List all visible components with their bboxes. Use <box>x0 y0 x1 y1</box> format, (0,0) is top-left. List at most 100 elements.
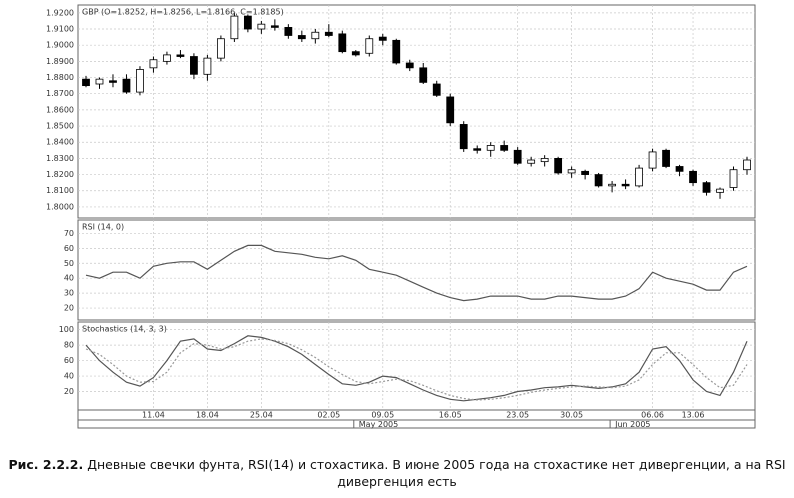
candle-body <box>689 170 697 184</box>
y-tick-label: 60 <box>64 244 74 253</box>
candle-body <box>702 182 711 193</box>
y-tick-label: 1.9200 <box>46 8 74 17</box>
x-tick-label: 09.05 <box>371 411 394 420</box>
candle-body <box>500 145 509 151</box>
candle-body <box>284 27 293 36</box>
candle-body <box>729 169 738 188</box>
candle-body <box>338 33 347 53</box>
y-tick-label: 50 <box>64 259 74 268</box>
candle-body <box>419 67 428 83</box>
panel-frame <box>77 321 756 411</box>
chart: 1.8000 1.8100 1.8200 1.8300 1.8400 1.8500 1.86… <box>46 4 756 429</box>
x-tick-label: 25.04 <box>250 411 273 420</box>
candle-body <box>473 148 482 151</box>
y-tick-label: 1.8800 <box>46 73 74 82</box>
caption: Рис. 2.2.2. Дневные свечки фунта, RSI(14… <box>0 456 794 490</box>
candle-body <box>149 59 158 69</box>
x-tick-label: 06.06 <box>641 411 664 420</box>
candle-body <box>554 157 563 174</box>
candle-body <box>351 51 360 56</box>
candle-body <box>190 56 198 75</box>
x-tick-label: 13.06 <box>682 411 705 420</box>
y-tick-label: 1.8100 <box>46 186 74 195</box>
candle-body <box>446 96 455 124</box>
x-tick-label: 16.05 <box>439 411 462 420</box>
y-tick-label: 60 <box>64 356 74 365</box>
y-tick-label: 1.8200 <box>46 170 74 179</box>
candle-body <box>230 15 239 40</box>
x-tick-label: 30.05 <box>560 411 583 420</box>
month-label: Jun 2005 <box>614 420 650 429</box>
panel-frame <box>77 4 756 219</box>
indicator-line <box>85 244 748 302</box>
candle-body <box>743 159 751 171</box>
indicator-line <box>85 335 748 402</box>
y-tick-label: 20 <box>64 304 74 313</box>
candle-body <box>648 151 657 169</box>
candle-body <box>635 167 643 187</box>
y-tick-label: 1.8600 <box>46 105 74 114</box>
candle-body <box>608 183 617 187</box>
x-tick-label: 11.04 <box>142 411 165 420</box>
caption-line: дивергенция есть <box>337 474 457 489</box>
y-tick-label: 40 <box>64 372 74 381</box>
candle-body <box>95 78 104 85</box>
y-tick-label: 30 <box>64 289 74 298</box>
candle-body <box>365 38 374 54</box>
candle-body <box>716 188 724 193</box>
candle-body <box>163 54 171 62</box>
y-tick-label: 1.9000 <box>46 41 74 50</box>
x-tick-label: 02.05 <box>317 411 340 420</box>
y-tick-label: 20 <box>64 387 74 396</box>
y-tick-label: 1.8000 <box>46 202 74 211</box>
candle-body <box>459 124 468 150</box>
candle-body <box>122 78 131 93</box>
candle-body <box>243 15 252 30</box>
candle-body <box>567 169 576 174</box>
candle-body <box>581 170 590 175</box>
candle-body <box>392 39 401 64</box>
y-tick-label: 80 <box>64 341 74 350</box>
panel-frame <box>77 219 756 321</box>
page: {"chart_data": [ {"type": "candlestick",… <box>8 4 786 489</box>
y-tick-label: 100 <box>59 325 74 334</box>
candle-body <box>136 69 144 93</box>
indicator-line <box>85 338 748 401</box>
candle-body <box>203 57 212 75</box>
candle-body <box>109 80 117 83</box>
candle-body <box>324 31 333 36</box>
month-label: May 2005 <box>359 420 398 429</box>
panel-title: RSI (14, 0) <box>82 223 124 232</box>
candle-body <box>82 78 90 87</box>
candle-body <box>176 54 185 57</box>
candle-body <box>675 166 684 172</box>
y-tick-label: 1.8500 <box>46 122 74 131</box>
candle-body <box>297 35 306 40</box>
candle-body <box>405 62 414 69</box>
y-tick-label: 1.8700 <box>46 89 74 98</box>
candle-body <box>216 38 225 59</box>
candle-body <box>311 31 320 40</box>
candle-body <box>662 149 670 167</box>
y-tick-label: 1.8900 <box>46 57 74 66</box>
candle-body <box>594 174 603 187</box>
candle-body <box>270 25 279 28</box>
x-tick-label: 18.04 <box>196 411 219 420</box>
candle-body <box>432 83 441 96</box>
y-tick-label: 1.8400 <box>46 138 74 147</box>
caption-line: Дневные свечки фунта, RSI(14) и стохасти… <box>87 457 786 472</box>
y-tick-label: 1.9100 <box>46 25 74 34</box>
candle-body <box>257 23 266 30</box>
y-tick-label: 1.8300 <box>46 154 74 163</box>
candle-body <box>486 145 495 151</box>
candle-body <box>513 149 522 164</box>
panel-title: Stochastics (14, 3, 3) <box>82 325 167 334</box>
candle-body <box>378 36 387 41</box>
caption-label: Рис. 2.2.2. <box>8 457 84 472</box>
x-tick-label: 23.05 <box>506 411 529 420</box>
y-tick-label: 40 <box>64 274 74 283</box>
y-tick-label: 70 <box>64 229 74 238</box>
panel-title: GBP (O=1.8252, H=1.8256, L=1.8166, C=1.8… <box>82 8 284 17</box>
candle-body <box>527 159 536 164</box>
candle-body <box>621 183 630 187</box>
